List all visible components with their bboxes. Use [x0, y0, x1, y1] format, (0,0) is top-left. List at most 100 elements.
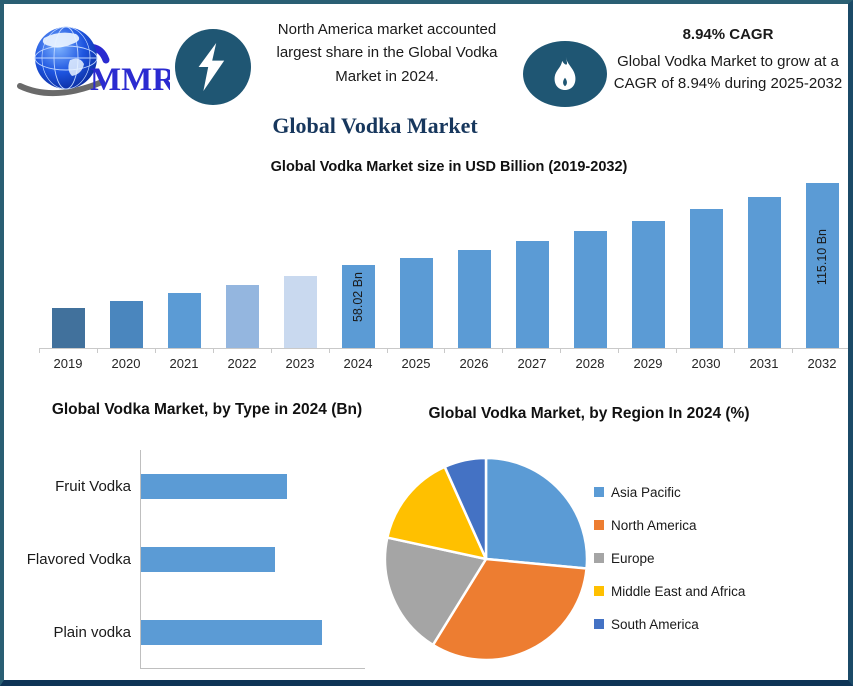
bar-slot-2031 — [735, 179, 793, 348]
type-label: Fruit Vodka — [55, 478, 131, 495]
x-label-2023: 2023 — [285, 356, 315, 371]
x-label-2030: 2030 — [691, 356, 721, 371]
x-tick — [676, 349, 678, 353]
x-axis-labels: 2019 2020 2021 2022 2023 2024 2025 2026 2027 2028… — [39, 356, 848, 371]
type-bar — [140, 620, 323, 645]
bar-slot-2028 — [561, 179, 619, 348]
bar-slot-2019 — [39, 179, 97, 348]
bar-data-label-2024: 58.02 Bn — [351, 272, 365, 323]
x-label-2020: 2020 — [111, 356, 141, 371]
x-label-2028: 2028 — [575, 356, 605, 371]
pie-slice-middle-east-and-africa — [386, 465, 488, 561]
pie-chart-title: Global Vodka Market, by Region In 2024 (… — [428, 405, 750, 422]
bar-slot-2025 — [387, 179, 445, 348]
bar-slot-2023 — [271, 179, 329, 348]
legend-label: North America — [611, 517, 697, 533]
pie-slice-asia-pacific — [484, 456, 589, 570]
legend-label: Asia Pacific — [611, 484, 681, 500]
x-label-2024: 2024 — [343, 356, 373, 371]
legend-swatch — [594, 520, 604, 530]
x-tick — [270, 349, 272, 353]
cagr-block: 8.94% CAGR Global Vodka Market to grow a… — [608, 26, 848, 95]
legend-swatch — [594, 619, 604, 629]
legend-label: Middle East and Africa — [611, 583, 746, 599]
bar-slot-2032: 115.10 Bn — [793, 179, 848, 348]
bar-data-label-2032: 115.10 Bn — [815, 229, 829, 286]
column-chart-plot-area: 58.02 Bn 115.10 Bn — [39, 179, 848, 349]
type-chart-plot-area: Fruit Vodka Flavored Vodka Plain vodka — [19, 450, 395, 669]
x-label-2031: 2031 — [749, 356, 779, 371]
type-bar — [140, 474, 288, 499]
x-label-2029: 2029 — [633, 356, 663, 371]
bar-2028 — [573, 231, 607, 348]
x-tick — [618, 349, 620, 353]
type-bar-chart: Global Vodka Market, by Type in 2024 (Bn… — [19, 400, 395, 669]
type-row-plain-vodka: Plain vodka — [19, 596, 395, 669]
type-bar — [140, 547, 276, 572]
bar-2020 — [109, 300, 143, 348]
legend-label: Europe — [611, 550, 655, 566]
x-tick — [328, 349, 330, 353]
legend-swatch — [594, 487, 604, 497]
bar-2029 — [631, 220, 665, 348]
legend-item-europe: Europe — [594, 548, 745, 568]
pie-slice-south-america — [443, 456, 488, 561]
x-tick — [734, 349, 736, 353]
x-tick — [386, 349, 388, 353]
x-tick — [444, 349, 446, 353]
legend-swatch — [594, 553, 604, 563]
bar-slot-2030 — [677, 179, 735, 348]
legend-item-south-america: South America — [594, 614, 745, 634]
pie-legend: Asia Pacific North America Europe Middle Ea… — [594, 482, 745, 634]
type-chart-title: Global Vodka Market, by Type in 2024 (Bn… — [51, 401, 363, 418]
logo-swoosh-gray — [17, 79, 105, 97]
page-title: Global Vodka Market — [272, 113, 478, 138]
bar-2026 — [457, 249, 491, 348]
type-chart-y-axis — [140, 450, 141, 669]
market-size-column-chart: 58.02 Bn 115.10 Bn 2019 2020 2021 2022 2023 20… — [39, 179, 851, 371]
headline-text: North America market accounted largest s… — [276, 21, 498, 85]
x-label-2019: 2019 — [53, 356, 83, 371]
legend-item-north-america: North America — [594, 515, 745, 535]
bar-slot-2022 — [213, 179, 271, 348]
x-label-2025: 2025 — [401, 356, 431, 371]
bar-slot-2024: 58.02 Bn — [329, 179, 387, 348]
bar-slot-2020 — [97, 179, 155, 348]
type-label: Flavored Vodka — [26, 551, 131, 568]
bar-slot-2029 — [619, 179, 677, 348]
x-tick — [560, 349, 562, 353]
bar-2023 — [283, 275, 317, 348]
bar-2024: 58.02 Bn — [341, 265, 375, 348]
bar-2025 — [399, 257, 433, 348]
cagr-title: 8.94% CAGR — [682, 26, 774, 43]
column-chart-title: Global Vodka Market size in USD Billion … — [270, 159, 628, 175]
bar-slot-2026 — [445, 179, 503, 348]
pie — [383, 456, 589, 662]
bar-2022 — [225, 285, 259, 348]
x-label-2021: 2021 — [169, 356, 199, 371]
mmr-logo: MMR — [14, 20, 177, 102]
x-tick — [154, 349, 156, 353]
bar-2019 — [51, 307, 85, 348]
bar-2031 — [747, 196, 781, 348]
x-label-2022: 2022 — [227, 356, 257, 371]
cagr-body: Global Vodka Market to grow at a CAGR of… — [613, 53, 843, 92]
x-tick — [791, 349, 793, 353]
x-label-2026: 2026 — [459, 356, 489, 371]
lightning-icon — [175, 29, 251, 105]
legend-item-asia-pacific: Asia Pacific — [594, 482, 745, 502]
type-label: Plain vodka — [53, 624, 131, 641]
bar-2021 — [167, 293, 201, 348]
type-chart-x-axis — [140, 668, 365, 669]
x-tick — [212, 349, 214, 353]
bar-slot-2021 — [155, 179, 213, 348]
type-row-fruit-vodka: Fruit Vodka — [19, 450, 395, 523]
x-tick — [850, 349, 851, 353]
flame-icon — [523, 41, 607, 107]
legend-item-middle-east-and-africa: Middle East and Africa — [594, 581, 745, 601]
x-tick — [96, 349, 98, 353]
bar-slot-2027 — [503, 179, 561, 348]
type-row-flavored-vodka: Flavored Vodka — [19, 523, 395, 596]
x-tick — [39, 349, 40, 353]
